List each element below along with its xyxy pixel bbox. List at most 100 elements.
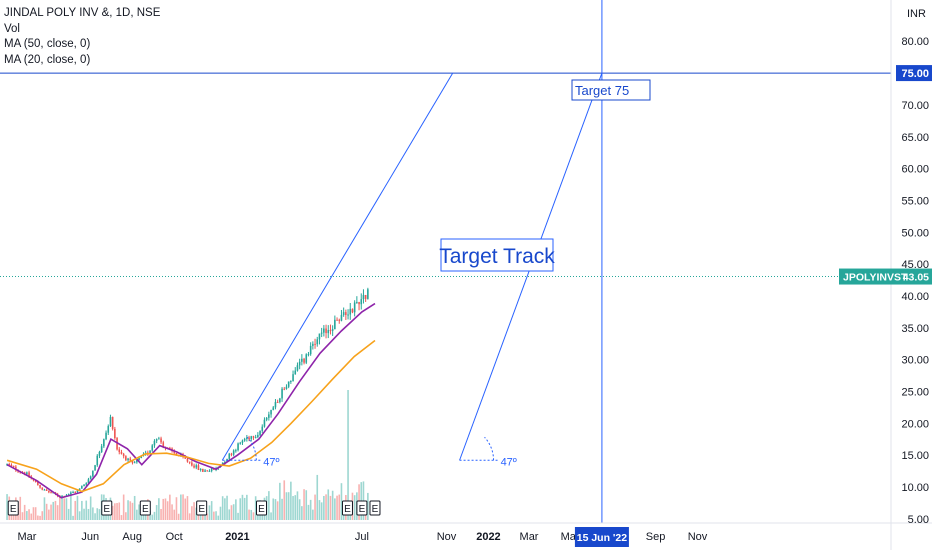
candle-body [305,354,308,363]
earnings-marker[interactable]: E [341,500,353,516]
y-tick-label: 30.00 [901,355,929,367]
drawings[interactable]: 47º 47º Target Track Target 75 [0,0,891,523]
earnings-marker-label[interactable]: E [359,504,366,515]
candle-body [325,328,327,334]
volume-bar [296,491,299,520]
volume-bar [70,494,72,520]
target-75-label[interactable]: Target 75 [575,83,629,98]
volume-bar [327,489,330,520]
target-track-box[interactable] [440,238,554,272]
earnings-marker-label[interactable]: E [344,504,351,515]
volume-bar [353,495,356,520]
volume-bar [120,515,123,520]
candle-body [45,489,48,491]
candle-body [193,465,195,468]
candle-body [224,461,226,463]
volume-bar [63,498,66,520]
volume-bar [166,501,169,520]
volume-bar [67,508,70,520]
candle-body [254,437,257,439]
earnings-marker-label[interactable]: E [103,504,110,515]
candle-body [362,294,365,300]
earnings-marker-box[interactable] [101,500,113,516]
volume-bar [316,474,319,520]
earnings-marker-label[interactable]: E [258,504,265,515]
earnings-marker-box[interactable] [196,500,208,516]
ma50-label[interactable]: MA (50, close, 0) [4,38,91,50]
earnings-marker-box[interactable] [139,500,151,516]
candle-body [127,458,129,461]
ma20-label[interactable]: MA (20, close, 0) [4,53,91,66]
y-tick-label: 40.00 [901,291,929,303]
candle-body [50,492,52,494]
earnings-marker-box[interactable] [356,500,368,516]
volume-bar [125,512,127,520]
earnings-marker[interactable]: E [101,500,113,516]
volume-bar [83,508,85,520]
candle-body [195,465,198,468]
chart-legend: JINDAL POLY INV &, 1D, NSE Vol MA (50, c… [4,6,160,68]
candle-body [283,388,286,390]
candle-body [228,453,231,459]
volume-bar [129,501,132,520]
earnings-marker-box[interactable] [256,500,268,516]
earnings-marker[interactable]: E [356,500,368,516]
volume-bars [6,390,369,520]
symbol-title[interactable]: JINDAL POLY INV &, 1D, NSE [4,7,161,19]
earnings-marker-label[interactable]: E [198,504,205,515]
volume-bar [164,498,167,520]
candle-body [122,453,125,457]
earnings-marker-box[interactable] [341,500,353,516]
volume-bar [182,494,184,520]
y-tick-label: 55.00 [901,195,929,207]
volume-bar [226,495,228,520]
volume-bar [191,506,193,520]
earnings-marker[interactable]: E [196,500,208,516]
volume-bar [276,501,279,520]
trend-line-main[interactable] [221,72,454,461]
earnings-marker-label[interactable]: E [142,504,149,515]
earnings-marker[interactable]: E [256,500,268,516]
target-track-label[interactable]: Target Track [439,245,555,268]
candle-body [125,456,127,461]
x-tick-label: Sep [646,531,666,543]
volume-label[interactable]: Vol [4,22,20,35]
y-tick-label: 70.00 [901,100,929,112]
y-tick-label: 20.00 [901,418,929,430]
volume-bar [208,505,211,520]
volume-bar [237,512,239,520]
volume-bar [250,509,253,520]
volume-bar [254,496,257,520]
volume-bar [158,498,160,520]
volume-bar [232,504,235,520]
candle-body [61,496,63,498]
earnings-marker-label[interactable]: E [10,504,17,515]
volume-bar [96,508,99,520]
earnings-marker[interactable]: E [139,500,151,516]
volume-bar [43,497,46,520]
volume-bar [252,512,255,520]
earnings-marker-box[interactable] [7,500,19,516]
candle-body [175,453,178,456]
y-tick-label: 65.00 [901,132,929,144]
x-tick-label: Nov [437,531,457,543]
target-75-box[interactable] [571,79,651,101]
target-price-badge-bg [896,65,932,82]
earnings-marker[interactable]: E [369,500,381,516]
candle-body [334,319,336,330]
volume-bar [219,506,222,520]
candle-body [155,439,158,441]
earnings-marker[interactable]: E [7,500,19,516]
earnings-marker-label[interactable]: E [372,504,379,515]
candle-body [287,381,290,387]
moving-averages [6,302,376,499]
candle-body [76,490,79,493]
earnings-marker-box[interactable] [369,500,381,516]
volume-bar [186,496,189,520]
volume-bar [54,500,57,520]
y-tick-label: 45.00 [901,259,929,271]
volume-bar [116,503,118,520]
volume-bar [303,489,305,520]
